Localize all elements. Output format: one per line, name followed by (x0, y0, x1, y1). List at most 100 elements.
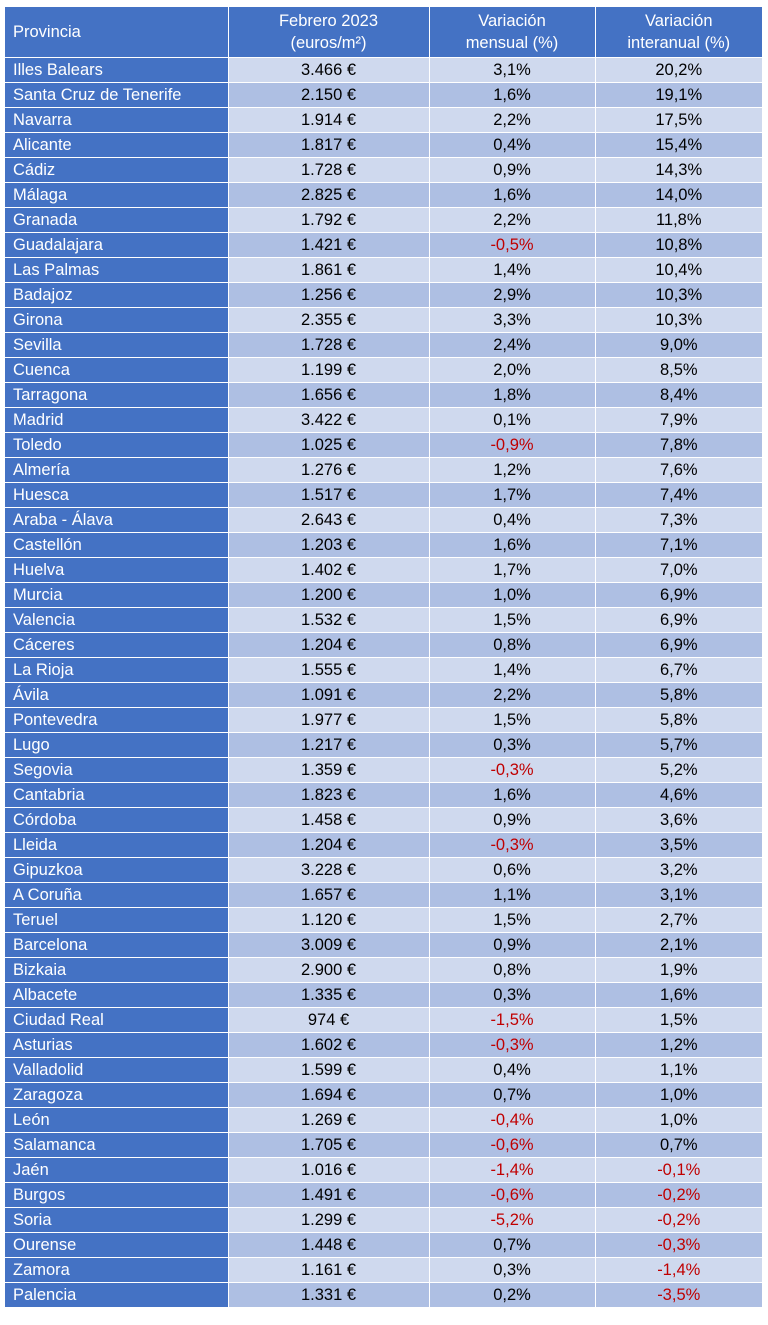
annual-change-cell: 11,8% (595, 207, 762, 233)
monthly-change-cell: 1,1% (429, 882, 596, 908)
price-cell: 1.599 € (228, 1057, 430, 1083)
province-name-cell: Araba - Álava (5, 507, 229, 533)
header-annual-line2: interanual (%) (627, 34, 731, 52)
annual-change-cell: 7,8% (595, 432, 762, 458)
monthly-change-cell: 1,4% (429, 657, 596, 683)
province-name-cell: Murcia (5, 582, 229, 608)
annual-change-cell: 1,5% (595, 1007, 762, 1033)
province-name-cell: Valencia (5, 607, 229, 633)
annual-change-cell: 2,7% (595, 907, 762, 933)
annual-change-cell: 1,2% (595, 1032, 762, 1058)
price-cell: 1.728 € (228, 157, 430, 183)
annual-change-cell: 5,2% (595, 757, 762, 783)
annual-change-cell: 17,5% (595, 107, 762, 133)
table-row: Sevilla 1.728 €2,4% 9,0% (5, 332, 762, 358)
province-name-cell: Salamanca (5, 1132, 229, 1158)
province-name-cell: Cáceres (5, 632, 229, 658)
province-name-cell: Cantabria (5, 782, 229, 808)
monthly-change-cell: -0,3% (429, 757, 596, 783)
monthly-change-cell: 0,6% (429, 857, 596, 883)
table-row: Illes Balears 3.466 €3,1% 20,2% (5, 57, 762, 83)
price-cell: 1.016 € (228, 1157, 430, 1183)
header-monthly-line1: Variación (478, 12, 546, 30)
monthly-change-cell: 2,2% (429, 207, 596, 233)
annual-change-cell: 8,5% (595, 357, 762, 383)
province-name-cell: Lleida (5, 832, 229, 858)
price-cell: 1.728 € (228, 332, 430, 358)
province-name-cell: Ávila (5, 682, 229, 708)
annual-change-cell: 6,9% (595, 632, 762, 658)
table-row: Jaén 1.016 € -1,4% -0,1% (5, 1157, 762, 1183)
monthly-change-cell: 0,3% (429, 982, 596, 1008)
monthly-change-cell: 1,4% (429, 257, 596, 283)
table-header-row: Provincia Febrero 2023 (euros/m²) Variac… (5, 7, 762, 58)
table-row: Valencia 1.532 €1,5% 6,9% (5, 607, 762, 633)
table-row: Lugo 1.217 €0,3% 5,7% (5, 732, 762, 758)
table-row: Burgos 1.491 € -0,6% -0,2% (5, 1182, 762, 1208)
table-row: Cuenca 1.199 €2,0% 8,5% (5, 357, 762, 383)
province-name-cell: Ourense (5, 1232, 229, 1258)
header-monthly-change: Variación mensual (%) (429, 7, 596, 58)
monthly-change-cell: 1,8% (429, 382, 596, 408)
price-cell: 3.009 € (228, 932, 430, 958)
province-name-cell: Palencia (5, 1282, 229, 1308)
price-cell: 1.204 € (228, 832, 430, 858)
province-name-cell: Lugo (5, 732, 229, 758)
province-name-cell: Granada (5, 207, 229, 233)
annual-change-cell: 20,2% (595, 57, 762, 83)
table-row: Girona 2.355 €3,3% 10,3% (5, 307, 762, 333)
table-row: A Coruña 1.657 €1,1% 3,1% (5, 882, 762, 908)
table-row: Navarra 1.914 €2,2% 17,5% (5, 107, 762, 133)
province-name-cell: Soria (5, 1207, 229, 1233)
monthly-change-cell: 1,0% (429, 582, 596, 608)
annual-change-cell: -0,1% (595, 1157, 762, 1183)
province-name-cell: Cuenca (5, 357, 229, 383)
table-row: Asturias 1.602 € -0,3% 1,2% (5, 1032, 762, 1058)
monthly-change-cell: 0,1% (429, 407, 596, 433)
province-name-cell: Tarragona (5, 382, 229, 408)
annual-change-cell: 10,3% (595, 307, 762, 333)
price-cell: 1.335 € (228, 982, 430, 1008)
monthly-change-cell: 0,4% (429, 507, 596, 533)
table-row: Alicante 1.817 €0,4% 15,4% (5, 132, 762, 158)
province-name-cell: Castellón (5, 532, 229, 558)
province-name-cell: Guadalajara (5, 232, 229, 258)
annual-change-cell: 1,1% (595, 1057, 762, 1083)
table-row: La Rioja 1.555 €1,4% 6,7% (5, 657, 762, 683)
monthly-change-cell: 0,3% (429, 732, 596, 758)
header-provincia: Provincia (5, 7, 229, 58)
price-cell: 1.359 € (228, 757, 430, 783)
table-row: Araba - Álava 2.643 €0,4% 7,3% (5, 507, 762, 533)
table-row: Albacete 1.335 €0,3% 1,6% (5, 982, 762, 1008)
province-name-cell: A Coruña (5, 882, 229, 908)
annual-change-cell: 7,0% (595, 557, 762, 583)
price-cell: 1.861 € (228, 257, 430, 283)
province-name-cell: Toledo (5, 432, 229, 458)
province-name-cell: Bizkaia (5, 957, 229, 983)
annual-change-cell: 5,8% (595, 682, 762, 708)
monthly-change-cell: 1,5% (429, 907, 596, 933)
annual-change-cell: -1,4% (595, 1257, 762, 1283)
price-table-container: Provincia Febrero 2023 (euros/m²) Variac… (5, 7, 762, 1308)
monthly-change-cell: 2,9% (429, 282, 596, 308)
annual-change-cell: 8,4% (595, 382, 762, 408)
price-cell: 3.422 € (228, 407, 430, 433)
price-cell: 1.705 € (228, 1132, 430, 1158)
monthly-change-cell: 1,2% (429, 457, 596, 483)
monthly-change-cell: 0,9% (429, 157, 596, 183)
table-row: Castellón 1.203 €1,6% 7,1% (5, 532, 762, 558)
annual-change-cell: 7,1% (595, 532, 762, 558)
table-row: León 1.269 € -0,4% 1,0% (5, 1107, 762, 1133)
table-row: Cantabria 1.823 €1,6% 4,6% (5, 782, 762, 808)
price-cell: 1.657 € (228, 882, 430, 908)
price-cell: 1.204 € (228, 632, 430, 658)
province-name-cell: Gipuzkoa (5, 857, 229, 883)
province-name-cell: Barcelona (5, 932, 229, 958)
annual-change-cell: 4,6% (595, 782, 762, 808)
table-row: Gipuzkoa 3.228 €0,6% 3,2% (5, 857, 762, 883)
annual-change-cell: 6,9% (595, 607, 762, 633)
table-row: Cádiz 1.728 €0,9% 14,3% (5, 157, 762, 183)
monthly-change-cell: 1,5% (429, 707, 596, 733)
price-cell: 3.466 € (228, 57, 430, 83)
monthly-change-cell: -0,6% (429, 1182, 596, 1208)
